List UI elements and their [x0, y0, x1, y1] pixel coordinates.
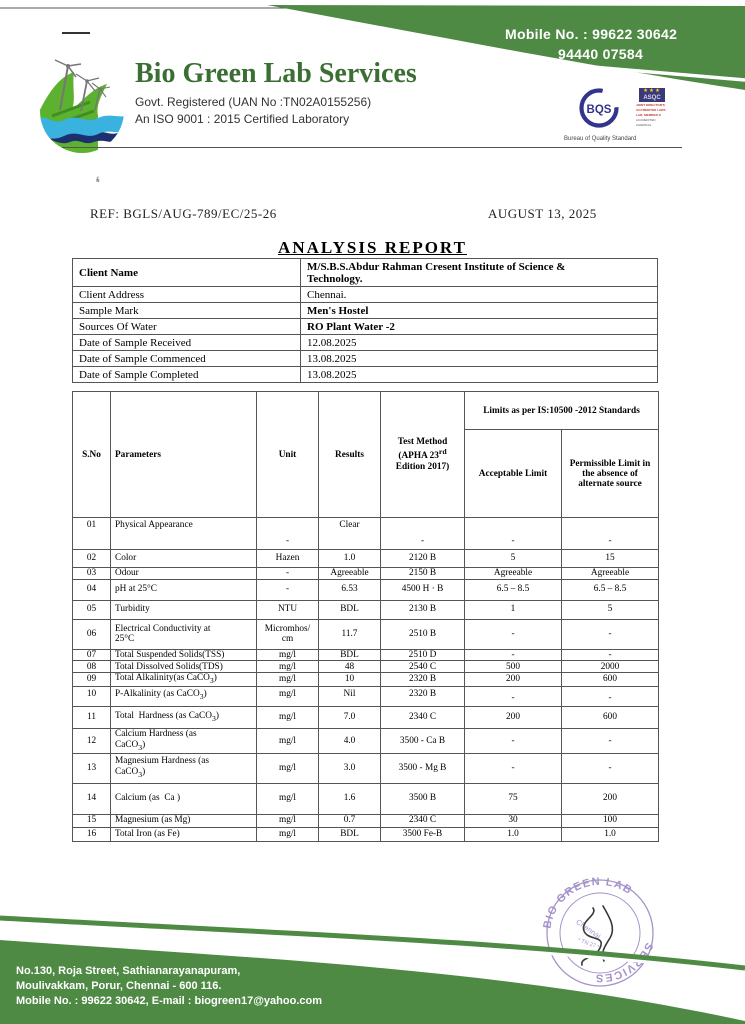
svg-text:BQS: BQS: [587, 104, 612, 116]
